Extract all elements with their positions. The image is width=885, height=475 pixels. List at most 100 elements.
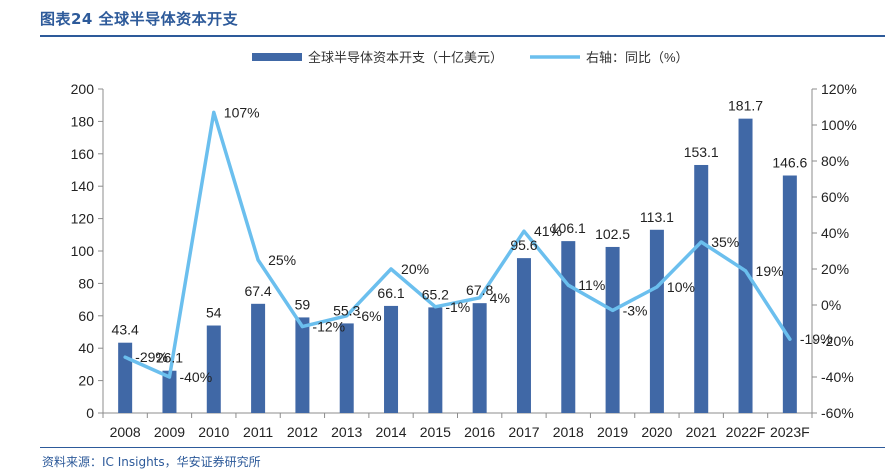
yoy-point <box>611 308 615 312</box>
bar-value-label: 67.4 <box>244 283 271 299</box>
left-tick-label: 160 <box>71 146 95 162</box>
yoy-value-label: -1% <box>445 299 470 315</box>
yoy-value-label: -6% <box>357 308 382 324</box>
right-tick-label: 0% <box>821 297 841 313</box>
bar <box>118 342 133 413</box>
bar <box>162 370 177 413</box>
yoy-point <box>256 258 260 262</box>
x-tick-label: 2016 <box>464 424 495 440</box>
right-tick-label: -60% <box>821 405 854 421</box>
right-tick-label: -20% <box>821 333 854 349</box>
yoy-value-label: -12% <box>312 319 345 335</box>
bar-value-label: 102.5 <box>595 226 630 242</box>
legend-line-label: 右轴：同比（%） <box>586 50 689 65</box>
bar-value-label: 59 <box>295 296 311 312</box>
left-tick-label: 40 <box>78 340 94 356</box>
yoy-value-label: -3% <box>623 302 648 318</box>
yoy-point <box>212 110 216 114</box>
bar <box>295 317 310 413</box>
bar-series <box>118 118 797 414</box>
source-note: 资料来源：IC Insights，华安证券研究所 <box>42 455 261 469</box>
x-tick-label: 2009 <box>154 424 185 440</box>
yoy-point <box>699 240 703 244</box>
yoy-point <box>433 305 437 309</box>
yoy-value-label: -40% <box>179 369 212 385</box>
bar <box>206 325 221 413</box>
right-tick-label: 100% <box>821 117 857 133</box>
yoy-point <box>345 314 349 318</box>
yoy-point <box>566 283 570 287</box>
yoy-value-label: -19% <box>800 331 833 347</box>
yoy-point <box>522 229 526 233</box>
yoy-point <box>788 337 792 341</box>
bar <box>384 305 399 413</box>
bar <box>649 229 664 413</box>
x-tick-label: 2020 <box>641 424 672 440</box>
x-tick-label: 2013 <box>331 424 362 440</box>
left-tick-label: 80 <box>78 275 94 291</box>
bar-value-label: 54 <box>206 305 222 321</box>
bar <box>561 241 576 413</box>
x-tick-label: 2019 <box>597 424 628 440</box>
bar <box>472 303 487 413</box>
bar <box>694 164 709 413</box>
bar-value-label: 66.1 <box>377 285 404 301</box>
bar-value-label: 65.2 <box>422 286 449 302</box>
right-tick-label: 120% <box>821 81 857 97</box>
right-tick-label: 60% <box>821 189 849 205</box>
yoy-point <box>655 285 659 289</box>
bar-value-label: 106.1 <box>551 220 586 236</box>
bar-value-label: 113.1 <box>640 209 674 225</box>
right-tick-label: 40% <box>821 225 849 241</box>
legend-bar-label: 全球半导体资本开支（十亿美元） <box>308 50 503 65</box>
bar-value-label: 55.3 <box>333 302 360 318</box>
yoy-point <box>389 267 393 271</box>
chart-axes: 0 20 40 60 80 100 120 140 160 180 200 -60% -40% -20% 0… <box>71 81 857 440</box>
x-tick-label: 2010 <box>198 424 229 440</box>
x-tick-label: 2022F <box>726 424 766 440</box>
bar <box>782 175 797 413</box>
bar-value-label: 146.6 <box>772 155 807 171</box>
figure-title: 图表24 全球半导体资本开支 <box>40 10 239 28</box>
yoy-point <box>123 355 127 359</box>
source-divider <box>40 447 885 448</box>
bar <box>251 303 266 413</box>
yoy-point <box>167 375 171 379</box>
x-tick-label: 2012 <box>287 424 318 440</box>
legend-bar-swatch <box>252 53 302 61</box>
bar <box>516 258 531 413</box>
bar-value-label: 26.1 <box>156 350 183 366</box>
yoy-point <box>478 296 482 300</box>
data-labels: 43.4 26.1 54 67.4 59 55.3 66.1 65.2 67.8 95.6 106.… <box>112 98 833 385</box>
yoy-value-label: 35% <box>711 234 739 250</box>
left-tick-label: 20 <box>78 373 94 389</box>
left-tick-label: 180 <box>71 113 95 129</box>
yoy-value-label: 10% <box>667 279 695 295</box>
yoy-value-label: 20% <box>401 261 429 277</box>
bar-value-label: 181.7 <box>728 98 763 114</box>
x-tick-label: 2018 <box>553 424 584 440</box>
right-tick-label: 20% <box>821 261 849 277</box>
yoy-point <box>744 269 748 273</box>
bar <box>605 246 620 413</box>
left-tick-label: 200 <box>71 81 95 97</box>
x-tick-label: 2008 <box>110 424 141 440</box>
bar <box>428 307 443 413</box>
bar <box>738 118 753 414</box>
left-tick-label: 140 <box>71 178 95 194</box>
bar-value-label: 95.6 <box>510 237 537 253</box>
yoy-value-label: 11% <box>578 277 605 293</box>
left-tick-label: 100 <box>71 243 95 259</box>
yoy-value-label: 25% <box>268 252 296 268</box>
bar-value-label: 67.8 <box>466 282 493 298</box>
yoy-point <box>300 325 304 329</box>
right-tick-label: -40% <box>821 369 854 385</box>
x-tick-label: 2023F <box>770 424 810 440</box>
left-tick-label: 60 <box>78 308 94 324</box>
yoy-value-label: -29% <box>135 349 168 365</box>
left-tick-label: 120 <box>71 211 95 227</box>
x-tick-label: 2017 <box>508 424 539 440</box>
bar-value-label: 153.1 <box>684 144 719 160</box>
line-series <box>123 110 792 379</box>
